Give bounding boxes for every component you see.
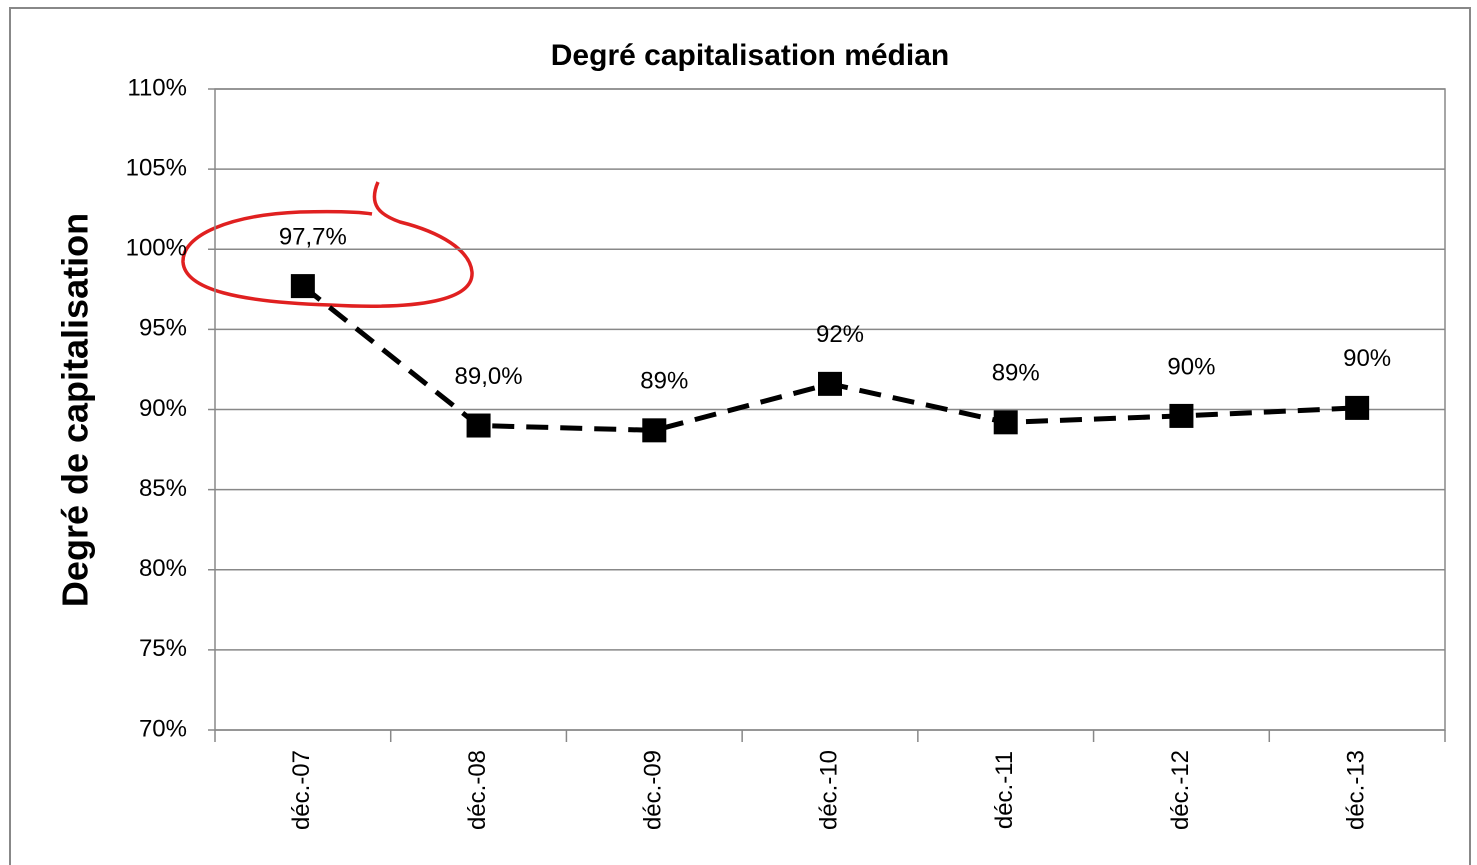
x-tick-label: déc.-09 xyxy=(640,750,667,830)
point-marker xyxy=(1169,403,1194,428)
y-tick-label: 100% xyxy=(126,235,187,262)
data-label: 92% xyxy=(816,321,864,348)
y-tick-label: 70% xyxy=(139,715,187,742)
chart-frame xyxy=(9,7,1471,865)
point-marker xyxy=(642,418,667,443)
x-tick-label: déc.-07 xyxy=(288,750,315,830)
point-marker xyxy=(1345,395,1370,420)
y-tick-label: 85% xyxy=(139,475,187,502)
y-tick-label: 80% xyxy=(139,555,187,582)
point-marker xyxy=(993,410,1018,435)
point-marker xyxy=(466,413,491,438)
point-marker xyxy=(818,371,842,396)
data-label: 89% xyxy=(640,368,688,395)
x-tick-label: déc.-10 xyxy=(815,750,842,830)
chart-title: Degré capitalisation médian xyxy=(551,39,949,72)
y-tick-label: 90% xyxy=(139,395,187,422)
x-tick-label: déc.-13 xyxy=(1342,750,1369,830)
data-label: 97,7% xyxy=(279,223,347,250)
x-tick-label: déc.-11 xyxy=(991,751,1018,829)
x-tick-label: déc.-12 xyxy=(1167,750,1194,830)
data-label: 89,0% xyxy=(455,363,523,390)
data-label: 90% xyxy=(1167,353,1215,380)
point-marker xyxy=(290,274,315,299)
data-label: 90% xyxy=(1343,345,1391,372)
y-tick-label: 75% xyxy=(139,635,187,662)
plot-border xyxy=(214,88,1446,731)
x-tick-label: déc.-08 xyxy=(464,750,491,830)
y-tick-label: 105% xyxy=(126,154,187,181)
data-label: 89% xyxy=(992,360,1040,387)
y-tick-label: 110% xyxy=(127,74,187,101)
highlight-circle xyxy=(181,181,474,308)
y-axis-title: Degré de capitalisation xyxy=(55,213,96,607)
y-tick-label: 95% xyxy=(139,315,187,342)
